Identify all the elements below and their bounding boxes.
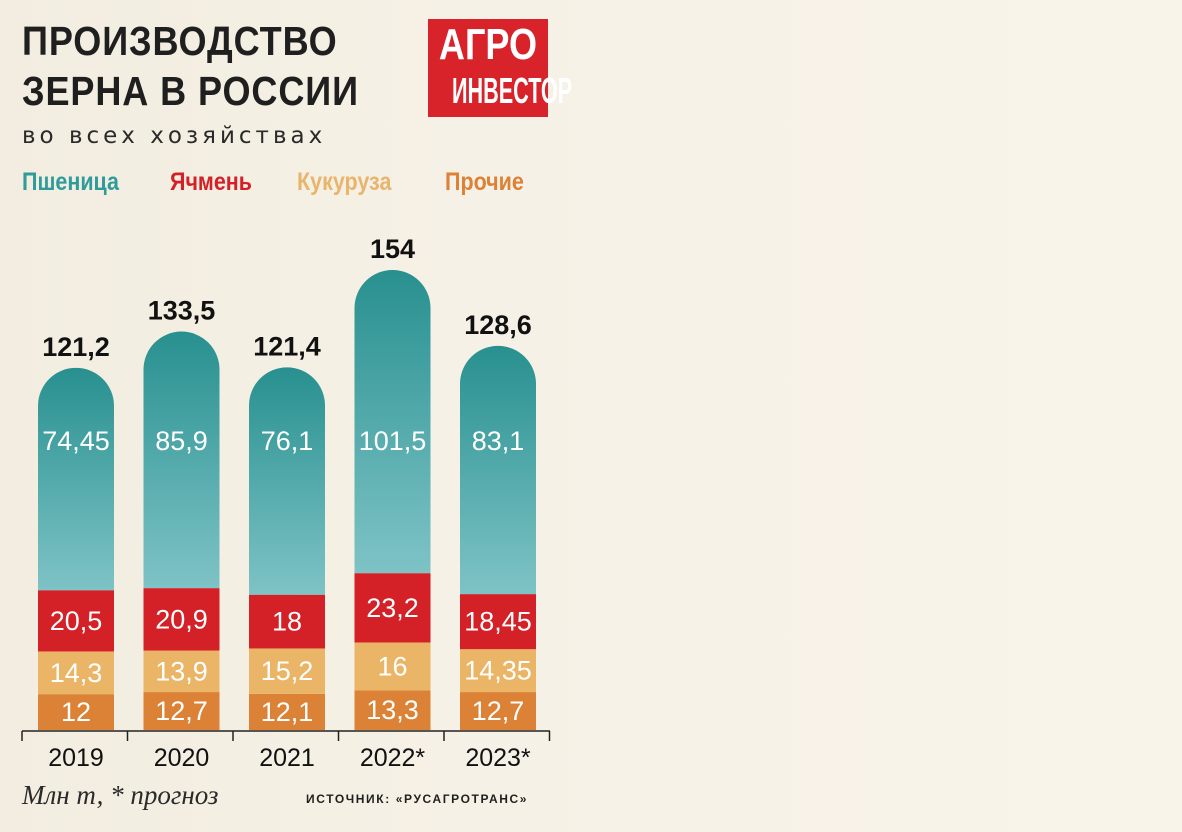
bar-value-label: 101,5	[359, 426, 427, 456]
bar-segment-2022-s2	[354, 573, 431, 643]
x-tick-label: 2022*	[360, 744, 426, 772]
bar-segment-2020-s2	[143, 588, 220, 651]
bar-value-label: 14,3	[50, 658, 103, 688]
bar-value-label: 12,1	[261, 697, 314, 727]
title-line-1: ПРОИЗВОДСТВО	[22, 18, 338, 64]
title-line-2: ЗЕРНА В РОССИИ	[22, 68, 359, 114]
bar-segment-2021-s2	[249, 594, 325, 649]
bar-segment-2023-s0	[460, 692, 536, 730]
bar-value-label: 13,3	[366, 695, 419, 725]
legend-item-other: Прочие	[445, 168, 524, 196]
x-tick-label: 2019	[48, 744, 104, 772]
bar-segment-2023-s2	[460, 594, 536, 650]
bar-value-label: 76,1	[261, 426, 314, 456]
bar-value-label: 23,2	[366, 593, 419, 623]
bar-segment-2021-wheat	[249, 367, 325, 595]
x-tick-label: 2021	[259, 744, 315, 772]
bar-value-label: 85,9	[155, 426, 208, 456]
bar-segment-2021-s1	[249, 648, 325, 694]
bar-value-label: 18	[272, 607, 302, 637]
bar-value-label: 16	[377, 651, 407, 681]
logo-line-1: АГРО	[438, 20, 538, 69]
bar-value-label: 18,45	[464, 607, 532, 637]
legend: Пшеница Ячмень Кукуруза Прочие	[0, 168, 560, 198]
bar-value-label: 12,7	[155, 696, 208, 726]
bar-segment-2019-s2	[38, 590, 114, 652]
bar-total-label: 121,2	[42, 332, 110, 362]
bar-segment-2019-s1	[38, 651, 114, 695]
chart-title: ПРОИЗВОДСТВО ЗЕРНА В РОССИИ	[22, 16, 359, 116]
chart-subtitle: во всех хозяйствах	[22, 123, 327, 149]
bar-total-label: 128,6	[464, 310, 532, 340]
x-tick-label: 2020	[154, 744, 210, 772]
bar-value-label: 12	[61, 697, 91, 727]
bar-segment-2022-s1	[354, 642, 431, 691]
bar-segment-2019-wheat	[38, 367, 114, 591]
legend-item-corn: Кукуруза	[297, 168, 392, 196]
bar-value-label: 20,5	[50, 606, 103, 636]
bar-segment-2022-wheat	[354, 270, 431, 574]
bar-value-label: 74,45	[42, 426, 110, 456]
bar-segment-2020-s0	[143, 692, 220, 730]
bar-value-label: 12,7	[472, 696, 525, 726]
source-note: ИСТОЧНИК: «РУСАГРОТРАНС»	[306, 792, 529, 806]
bar-total-label: 154	[370, 234, 415, 264]
bar-segment-2019-s0	[38, 694, 114, 730]
bar-segment-2021-s0	[249, 693, 325, 730]
bar-value-label: 14,35	[464, 656, 532, 686]
footnote: Млн т, * прогноз	[22, 780, 219, 810]
bar-segment-2023-wheat	[460, 345, 536, 595]
legend-item-wheat: Пшеница	[22, 168, 119, 196]
bar-segment-2020-s1	[143, 650, 220, 693]
x-tick-label: 2023*	[465, 744, 531, 772]
bar-segment-2023-s1	[460, 649, 536, 693]
bar-value-label: 83,1	[472, 426, 525, 456]
legend-item-barley: Ячмень	[170, 168, 253, 196]
bar-segment-2022-s0	[354, 690, 431, 730]
bar-value-label: 15,2	[261, 656, 314, 686]
bar-total-label: 121,4	[253, 331, 321, 361]
bar-value-label: 13,9	[155, 656, 208, 686]
bar-total-label: 133,5	[148, 296, 216, 326]
bar-value-label: 20,9	[155, 604, 208, 634]
bar-segment-2020-wheat	[143, 331, 220, 589]
